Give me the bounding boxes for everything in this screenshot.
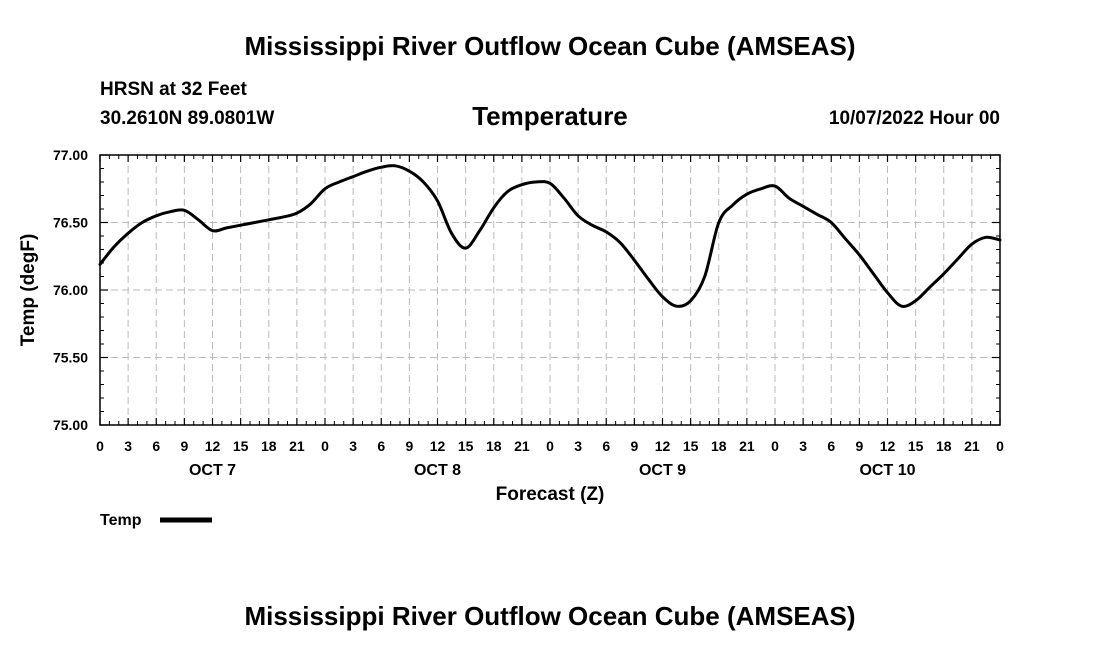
x-tick-label: 0 (771, 438, 779, 454)
x-tick-labels: 0 3 6 9 12 15 18 21 0 3 6 9 12 15 18 21 0 3 6 9 12 15 18 21 0 3 6 9… (96, 438, 1004, 454)
x-tick-label: 0 (321, 438, 329, 454)
legend-label: Temp (100, 512, 142, 529)
x-tick-label: 6 (377, 438, 385, 454)
legend: Temp (100, 512, 212, 529)
x-tick-label: 12 (430, 438, 446, 454)
x-tick-label: 9 (180, 438, 188, 454)
x-tick-label: 0 (996, 438, 1004, 454)
x-tick-label: 21 (514, 438, 530, 454)
y-tick-label: 77.00 (53, 147, 88, 163)
x-tick-label: 0 (546, 438, 554, 454)
x-tick-label: 3 (349, 438, 357, 454)
x-tick-label: 6 (152, 438, 160, 454)
day-label: OCT 10 (859, 462, 915, 479)
x-tick-label: 15 (233, 438, 249, 454)
y-tick-label: 76.00 (53, 282, 88, 298)
x-tick-label: 21 (964, 438, 980, 454)
y-tick-label: 76.50 (53, 215, 88, 231)
x-tick-label: 6 (827, 438, 835, 454)
day-labels: OCT 7 OCT 8 OCT 9 OCT 10 (189, 462, 916, 479)
x-tick-label: 12 (655, 438, 671, 454)
x-tick-label: 18 (936, 438, 952, 454)
day-label: OCT 7 (189, 462, 236, 479)
x-tick-label: 18 (261, 438, 277, 454)
series-line-temp (98, 164, 1002, 308)
parameter-title: Temperature (472, 101, 628, 131)
x-tick-label: 12 (205, 438, 221, 454)
x-tick-label: 9 (405, 438, 413, 454)
y-tick-label: 75.50 (53, 350, 88, 366)
x-tick-label: 9 (630, 438, 638, 454)
x-tick-label: 18 (486, 438, 502, 454)
chart-title: Mississippi River Outflow Ocean Cube (AM… (244, 31, 855, 61)
x-tick-label: 0 (96, 438, 104, 454)
x-tick-label: 21 (289, 438, 305, 454)
x-tick-label: 21 (739, 438, 755, 454)
y-tick-labels: 75.00 75.50 76.00 76.50 77.00 (53, 147, 88, 433)
x-tick-label: 3 (574, 438, 582, 454)
series-group (98, 164, 1002, 308)
day-label: OCT 8 (414, 462, 461, 479)
x-tick-label: 3 (799, 438, 807, 454)
station-label: HRSN at 32 Feet (100, 79, 247, 100)
y-tick-label: 75.00 (53, 417, 88, 433)
x-tick-label: 15 (458, 438, 474, 454)
x-tick-label: 12 (880, 438, 896, 454)
x-tick-label: 9 (855, 438, 863, 454)
location-label: 30.2610N 89.0801W (100, 108, 274, 129)
grid-lines (100, 155, 1000, 425)
plot-frame (99, 154, 1001, 426)
x-axis-title: Forecast (Z) (496, 484, 605, 505)
x-tick-label: 3 (124, 438, 132, 454)
x-tick-label: 15 (908, 438, 924, 454)
x-tick-label: 18 (711, 438, 727, 454)
day-label: OCT 9 (639, 462, 686, 479)
footer-title: Mississippi River Outflow Ocean Cube (AM… (244, 601, 855, 631)
x-tick-label: 15 (683, 438, 699, 454)
datetime-label: 10/07/2022 Hour 00 (829, 108, 1000, 129)
y-axis-title: Temp (degF) (18, 234, 39, 347)
x-tick-label: 6 (602, 438, 610, 454)
